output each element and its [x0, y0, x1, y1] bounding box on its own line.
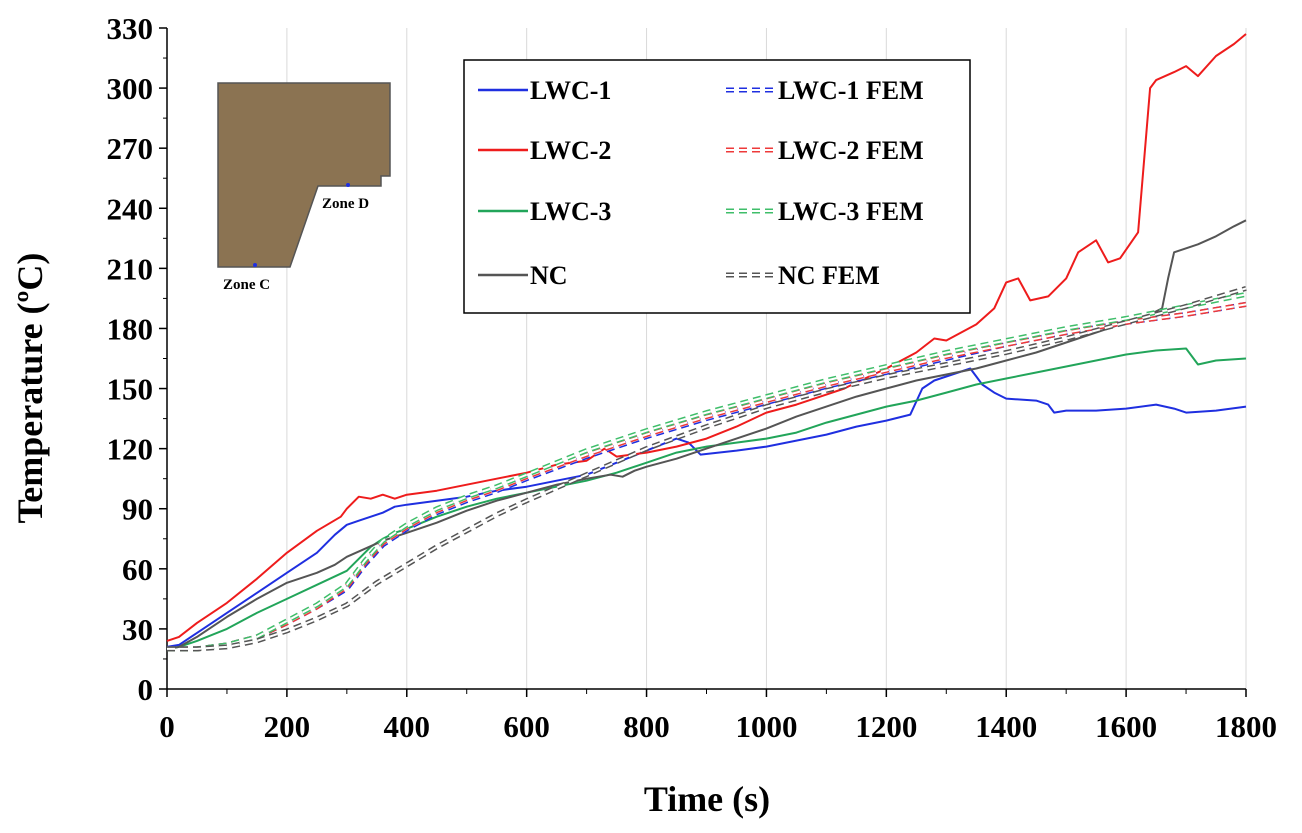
legend-label-lwc-3-fem: LWC-3 FEM [778, 197, 924, 226]
x-tick-label: 0 [159, 709, 175, 744]
zone-c-label: Zone C [223, 277, 270, 293]
zone-c-marker [253, 263, 257, 267]
legend-label-lwc-3: LWC-3 [530, 197, 611, 226]
y-axis-title: Temperature (ºC) [10, 253, 50, 524]
x-tick-label: 1800 [1215, 709, 1277, 744]
series-line-lwc-1 [166, 367, 1247, 648]
y-tick-label: 210 [107, 251, 154, 286]
y-tick-label: 180 [107, 311, 154, 346]
x-tick-label: 1200 [855, 709, 917, 744]
y-tick-label: 300 [107, 71, 154, 106]
legend-label-lwc-1: LWC-1 [530, 76, 611, 105]
cross-section-shape [217, 82, 391, 268]
series-line-lwc-2 [166, 33, 1247, 642]
legend-label-nc-fem: NC FEM [778, 261, 880, 290]
series-line-core-lwc-3-fem [167, 293, 1247, 650]
legend-box [463, 59, 971, 314]
series-line-lwc-3 [166, 347, 1247, 650]
y-tick-label: 270 [107, 131, 154, 166]
y-tick-label: 30 [122, 612, 153, 647]
x-tick-label: 1400 [975, 709, 1037, 744]
x-tick-label: 600 [503, 709, 550, 744]
series-line-core-nc-fem [167, 287, 1247, 650]
axes: 0 30 60 90 120 150 180 210 240 270 300 330 0 200 400 60… [107, 11, 1278, 744]
cross-section-inset: Zone C Zone D [217, 82, 391, 293]
y-tick-label: 60 [122, 552, 153, 587]
legend-label-nc: NC [530, 261, 568, 290]
x-tick-label: 200 [264, 709, 311, 744]
y-tick-label: 150 [107, 372, 154, 407]
x-axis-title: Time (s) [644, 779, 770, 819]
zone-d-marker [346, 183, 350, 187]
y-tick-label: 240 [107, 191, 154, 226]
y-tick-label: 0 [138, 672, 154, 707]
y-tick-label: 330 [107, 11, 154, 46]
legend: LWC-1 LWC-2 LWC-3 NC LWC-1 FEM LWC-2 FEM LWC-3… [463, 59, 971, 314]
legend-label-lwc-2: LWC-2 [530, 136, 611, 165]
y-tick-label: 90 [122, 492, 153, 527]
series-group [166, 33, 1247, 652]
legend-label-lwc-2-fem: LWC-2 FEM [778, 136, 924, 165]
x-tick-label: 1600 [1095, 709, 1157, 744]
y-tick-label: 120 [107, 432, 154, 467]
x-tick-label: 800 [623, 709, 670, 744]
legend-label-lwc-1-fem: LWC-1 FEM [778, 76, 924, 105]
x-tick-label: 1000 [735, 709, 797, 744]
zone-d-label: Zone D [322, 196, 369, 212]
x-tick-label: 400 [384, 709, 431, 744]
